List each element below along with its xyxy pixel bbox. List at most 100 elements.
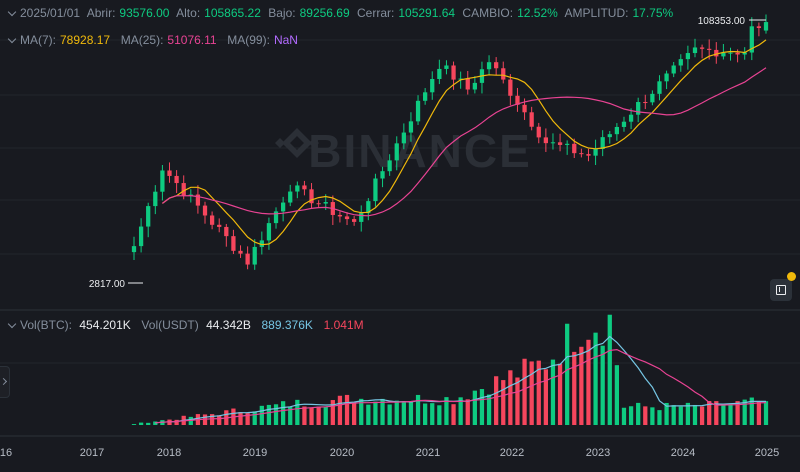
volume-bar (572, 351, 577, 425)
volume-bar (366, 404, 371, 425)
candle (685, 53, 691, 60)
candle (643, 102, 648, 104)
chevron-down-icon[interactable] (8, 36, 16, 44)
candle (756, 26, 762, 29)
candle (131, 246, 137, 253)
volume-bar (593, 332, 598, 425)
ma7-label: MA(7): (20, 33, 56, 47)
candle (280, 202, 286, 212)
volume-bar (501, 380, 506, 425)
volume-bar (288, 406, 293, 425)
ma-legend: MA(7): 78928.17 MA(25): 51076.11 MA(99): Na… (8, 33, 302, 47)
candle (614, 126, 620, 135)
candle (408, 121, 414, 133)
candle (174, 175, 179, 184)
change-label: CAMBIO: (462, 6, 514, 20)
candle (316, 203, 321, 205)
volume-legend: Vol(BTC): 454.201K Vol(USDT) 44.342B 889… (8, 318, 368, 332)
volume-bar (373, 401, 378, 425)
candle (657, 81, 662, 94)
volume-bar (337, 395, 343, 425)
volume-bar (316, 406, 321, 425)
volume-bar (671, 405, 676, 425)
x-tick-label: 2017 (80, 447, 104, 459)
x-tick-label: 2023 (586, 447, 610, 459)
candle (202, 205, 208, 216)
candle (160, 170, 165, 192)
volume-bar (380, 398, 385, 425)
candle (536, 126, 541, 138)
x-tick-label: 2019 (243, 447, 267, 459)
volume-ma-lines (155, 335, 767, 424)
volume-bar (643, 406, 648, 425)
candle (288, 191, 293, 203)
candle (437, 68, 442, 80)
candle (742, 52, 747, 55)
candle (224, 226, 229, 237)
candle (692, 47, 698, 54)
volume-bar (423, 403, 428, 425)
volume-bar (458, 397, 463, 425)
volume-bar (742, 399, 747, 425)
vol-btc-label: Vol(BTC): (20, 318, 73, 332)
volume-bar (557, 363, 563, 425)
amplitude-label: AMPLITUD: (564, 6, 629, 20)
collapse-arrow-icon[interactable] (0, 366, 10, 398)
candle (238, 250, 243, 254)
binance-logo-icon (275, 128, 319, 158)
volume-bar (600, 345, 605, 425)
chevron-down-icon[interactable] (8, 9, 16, 17)
candle (153, 191, 158, 207)
candle (664, 73, 669, 82)
volume-bar (479, 389, 485, 425)
volume-bar (692, 404, 698, 425)
volume-bar (444, 397, 449, 425)
candle (543, 137, 548, 144)
candle (472, 82, 477, 90)
ma25-value: 51076.11 (167, 33, 217, 47)
high-value: 105865.22 (204, 6, 261, 20)
vol-ma1-value: 889.376K (261, 318, 313, 332)
volume-bar (607, 314, 612, 425)
volume-bar (586, 339, 591, 425)
candle (273, 211, 279, 224)
x-axis: 16 2017 2018 2019 2020 2021 2022 2023 2024 2025 (0, 435, 800, 459)
change-value: 12.52% (517, 6, 558, 20)
vol-ma2-value: 1.041M (323, 318, 364, 332)
volume-bar (735, 401, 740, 425)
candle (337, 214, 343, 217)
moving-average-lines (162, 39, 767, 246)
candle (699, 47, 705, 49)
candle (600, 137, 605, 149)
ohlc-legend: 2025/01/01 Abrir: 93576.00 Alto: 105865.22… (8, 6, 677, 20)
candle (394, 143, 399, 161)
volume-bar (565, 323, 570, 425)
volume-bar (415, 394, 421, 425)
volume-bar (486, 394, 492, 425)
chevron-down-icon[interactable] (8, 321, 16, 329)
price-markers: 108353.00 2817.00 (89, 16, 766, 290)
candle (458, 78, 463, 80)
candle (508, 79, 513, 96)
candle (231, 236, 236, 251)
candle (636, 102, 641, 115)
volume-bars (131, 314, 769, 425)
candle (572, 143, 577, 154)
candle (366, 201, 371, 214)
chart-settings-button[interactable] (770, 279, 792, 301)
candle (565, 143, 570, 145)
candle (721, 52, 726, 57)
candle (714, 49, 719, 57)
candle (749, 26, 754, 53)
volume-bar (699, 406, 705, 425)
volume-bar (273, 404, 279, 425)
open-value: 93576.00 (119, 6, 170, 20)
candle (415, 100, 421, 122)
candle (259, 240, 264, 247)
candle (735, 52, 740, 55)
candle (671, 65, 676, 74)
candle (707, 48, 712, 50)
volume-bar (508, 370, 513, 425)
candle (380, 171, 385, 179)
